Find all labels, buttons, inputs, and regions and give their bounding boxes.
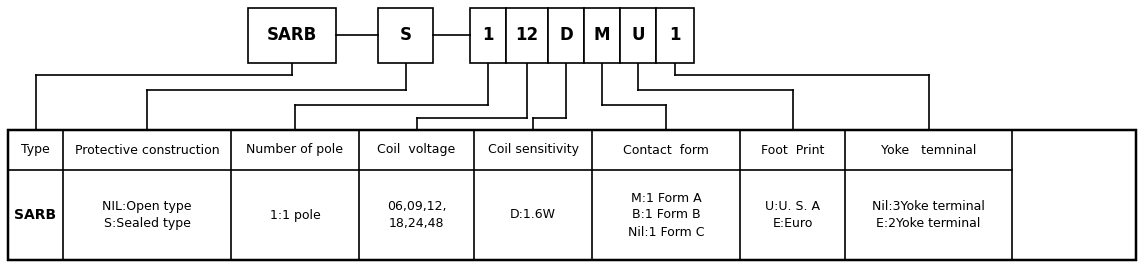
Text: SARB: SARB	[266, 27, 317, 44]
Text: Number of pole: Number of pole	[247, 143, 344, 156]
Text: Yoke   temninal: Yoke temninal	[881, 143, 976, 156]
Text: Coil  voltage: Coil voltage	[377, 143, 456, 156]
Bar	[470, 8, 506, 63]
Text: SARB: SARB	[15, 208, 56, 222]
Text: D:1.6W: D:1.6W	[510, 209, 555, 222]
Text: S: S	[400, 27, 411, 44]
Bar	[248, 8, 336, 63]
Text: Coil sensitivity: Coil sensitivity	[488, 143, 578, 156]
Text: 1: 1	[670, 27, 681, 44]
Text: D: D	[559, 27, 573, 44]
Text: 12: 12	[515, 27, 538, 44]
Text: Contact  form: Contact form	[623, 143, 709, 156]
Bar	[506, 8, 547, 63]
Text: Foot  Print: Foot Print	[761, 143, 824, 156]
Bar	[378, 8, 433, 63]
Text: 1: 1	[482, 27, 494, 44]
Text: 06,09,12,
18,24,48: 06,09,12, 18,24,48	[386, 200, 446, 230]
Text: 1:1 pole: 1:1 pole	[270, 209, 320, 222]
Text: Type: Type	[21, 143, 50, 156]
Bar	[8, 130, 1136, 260]
Text: Nil:3Yoke terminal
E:2Yoke terminal: Nil:3Yoke terminal E:2Yoke terminal	[872, 200, 985, 230]
Text: M: M	[593, 27, 610, 44]
Text: M:1 Form A
B:1 Form B
Nil:1 Form C: M:1 Form A B:1 Form B Nil:1 Form C	[628, 192, 704, 239]
Text: NIL:Open type
S:Sealed type: NIL:Open type S:Sealed type	[102, 200, 192, 230]
Bar	[584, 8, 620, 63]
Text: Protective construction: Protective construction	[74, 143, 219, 156]
Text: U:U. S. A
E:Euro: U:U. S. A E:Euro	[765, 200, 820, 230]
Bar	[656, 8, 694, 63]
Text: U: U	[631, 27, 645, 44]
Bar	[620, 8, 656, 63]
Bar	[547, 8, 584, 63]
